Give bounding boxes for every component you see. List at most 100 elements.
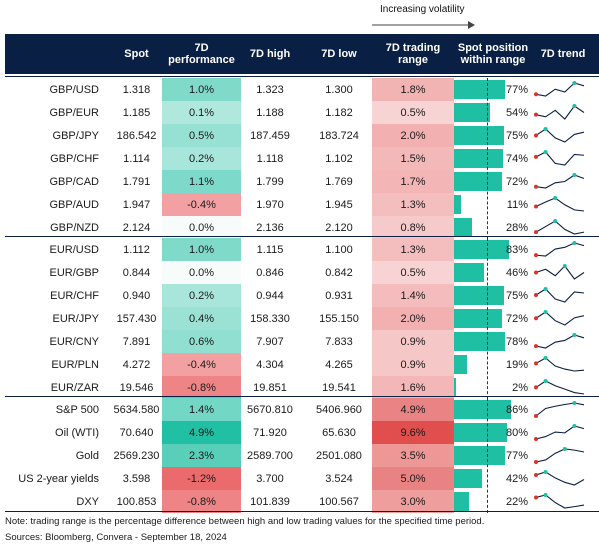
position-cell: 46% (454, 261, 530, 284)
position-value: 77% (505, 83, 528, 96)
trend-start-marker (534, 184, 538, 189)
trend-high-marker (543, 310, 548, 314)
spot-value: 186.542 (116, 129, 157, 142)
group-separator (5, 396, 599, 397)
table-row: GBP/CAD 1.791 1.1% 1.799 1.769 1.7% 72% (5, 170, 599, 193)
trend-high-marker (543, 493, 548, 497)
trend-line (535, 494, 585, 509)
pair-label: S&P 500 (55, 403, 99, 416)
low-value: 183.724 (319, 129, 359, 142)
trend-line (535, 448, 585, 463)
table-header: Spot 7D performance 7D high 7D low 7D tr… (5, 34, 599, 74)
trend-high-marker (553, 196, 558, 200)
position-value: 19% (505, 358, 528, 371)
low-value: 19.541 (322, 381, 356, 394)
pair-label: US 2-year yields (18, 472, 99, 485)
range-value: 5.0% (372, 467, 454, 490)
trend-line (535, 151, 585, 166)
spot-value: 5634.580 (113, 403, 160, 416)
high-value: 2.136 (256, 221, 284, 234)
range-value: 3.0% (372, 490, 454, 513)
position-bar (454, 355, 467, 374)
trend-high-marker (543, 470, 548, 474)
trend-cell (532, 490, 592, 513)
spot-value: 1.114 (123, 152, 150, 165)
table-row: GBP/CHF 1.114 0.2% 1.118 1.102 1.5% 74% (5, 147, 599, 170)
range-value: 1.4% (372, 284, 454, 307)
low-value: 1.300 (325, 83, 353, 96)
range-value: 1.5% (372, 147, 454, 170)
pair-label: EUR/PLN (51, 358, 99, 371)
trend-high-marker (572, 81, 577, 85)
position-cell: 72% (454, 307, 530, 330)
trend-high-marker (543, 356, 548, 360)
trend-start-marker (534, 154, 538, 159)
high-value: 101.839 (250, 495, 290, 508)
table-row: US 2-year yields 3.598 -1.2% 3.700 3.524 5.0%… (5, 467, 599, 490)
spot-value: 1.947 (122, 198, 151, 211)
trend-sparkline (534, 493, 585, 509)
trend-cell (532, 307, 592, 330)
trend-sparkline (534, 173, 585, 189)
low-value: 0.931 (325, 289, 353, 302)
position-bar (454, 332, 506, 351)
trend-start-marker (534, 253, 538, 258)
spot-value: 0.844 (122, 266, 151, 279)
pair-label: EUR/ZAR (50, 381, 99, 394)
position-value: 80% (505, 426, 528, 439)
trend-cell (532, 193, 592, 216)
perf-value: -0.4% (162, 193, 241, 216)
trend-start-marker (534, 385, 538, 390)
position-value: 75% (505, 129, 528, 142)
position-bar (454, 218, 473, 237)
position-cell: 75% (454, 284, 530, 307)
position-cell: 83% (454, 238, 530, 261)
low-value: 2.120 (325, 221, 353, 234)
position-cell: 75% (454, 124, 530, 147)
spot-value: 19.546 (119, 381, 154, 394)
trend-high-marker (543, 150, 548, 154)
trend-cell (532, 284, 592, 307)
spot-value: 1.112 (123, 243, 150, 256)
trend-high-marker (543, 287, 548, 291)
trend-start-marker (534, 270, 538, 275)
trend-cell (532, 421, 592, 444)
trend-start-marker (534, 112, 538, 117)
group-separator (5, 236, 599, 237)
perf-value: 0.1% (162, 101, 241, 124)
trend-start-marker (534, 437, 538, 441)
trend-high-marker (572, 401, 577, 405)
high-value: 158.330 (250, 312, 290, 325)
range-value: 2.0% (372, 124, 454, 147)
volatility-label: Increasing volatility (380, 4, 465, 15)
trend-high-marker (543, 127, 548, 131)
high-value: 187.459 (250, 129, 290, 142)
trend-high-marker (572, 424, 577, 428)
high-value: 1.118 (256, 152, 284, 165)
trend-start-marker (534, 133, 538, 138)
perf-value: 0.5% (162, 124, 241, 147)
position-cell: 78% (454, 330, 530, 353)
position-cell: 74% (454, 147, 530, 170)
high-value: 19.851 (253, 381, 287, 394)
table-bottom-border (5, 511, 599, 512)
position-bar (454, 195, 462, 214)
position-value: 46% (505, 266, 528, 279)
pair-label: GBP/EUR (49, 106, 99, 119)
perf-value: -0.4% (162, 353, 241, 376)
trend-cell (532, 330, 592, 353)
low-value: 4.265 (325, 358, 353, 371)
spot-value: 100.853 (116, 495, 157, 508)
position-bar (454, 400, 511, 419)
position-cell: 28% (454, 216, 530, 239)
position-bar (454, 469, 482, 488)
pair-label: GBP/CHF (50, 152, 99, 165)
position-bar (454, 446, 505, 465)
position-cell: 72% (454, 170, 530, 193)
high-value: 2589.700 (247, 449, 293, 462)
spot-value: 1.791 (122, 175, 151, 188)
position-value: 42% (505, 472, 528, 485)
position-bar (454, 126, 504, 145)
header-7d-low: 7D low (321, 48, 357, 60)
